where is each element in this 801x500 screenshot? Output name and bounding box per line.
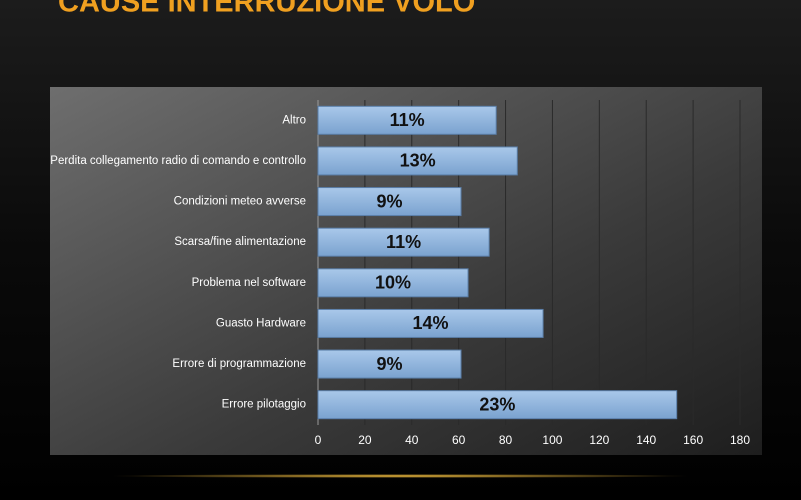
bar xyxy=(317,268,469,298)
x-tick-label: 160 xyxy=(683,433,703,447)
y-tick-label: Scarsa/fine alimentazione xyxy=(174,236,306,248)
y-tick-label: Problema nel software xyxy=(192,277,306,289)
bar xyxy=(317,308,544,338)
x-tick-label: 100 xyxy=(542,433,562,447)
bar-value-label: 9% xyxy=(376,191,402,211)
bar-value-label: 11% xyxy=(390,110,425,130)
divider-glow xyxy=(110,474,690,478)
bar xyxy=(317,390,678,420)
x-tick-label: 180 xyxy=(730,433,750,447)
y-tick-label: Perdita collegamento radio di comando e … xyxy=(50,155,306,167)
bar-value-label: 13% xyxy=(400,151,436,171)
bar-value-label: 23% xyxy=(479,394,515,414)
y-tick-label: Altro xyxy=(282,114,306,126)
bar-value-label: 14% xyxy=(413,313,449,333)
bar-value-label: 10% xyxy=(375,273,411,293)
x-tick-label: 80 xyxy=(499,433,513,447)
bar xyxy=(317,349,462,379)
x-tick-label: 20 xyxy=(358,433,372,447)
bar xyxy=(317,105,497,135)
bar-value-label: 11% xyxy=(386,232,421,252)
x-tick-label: 40 xyxy=(405,433,419,447)
bar-value-label: 9% xyxy=(376,354,402,374)
slide-title: CAUSE INTERRUZIONE VOLO xyxy=(58,0,475,19)
y-tick-label: Guasto Hardware xyxy=(216,317,306,329)
x-tick-label: 120 xyxy=(589,433,609,447)
y-tick-label: Condizioni meteo avverse xyxy=(174,196,306,208)
x-tick-label: 0 xyxy=(315,433,322,447)
bar xyxy=(317,146,518,176)
bar xyxy=(317,187,462,217)
bar xyxy=(317,227,490,257)
chart: 0 20 40 60 80 100 120 140 160 180 Altro 11% Perdita … xyxy=(50,100,750,447)
x-tick-label: 60 xyxy=(452,433,466,447)
y-tick-label: Errore di programmazione xyxy=(172,358,306,370)
x-tick-label: 140 xyxy=(636,433,656,447)
y-tick-label: Errore pilotaggio xyxy=(222,399,306,411)
